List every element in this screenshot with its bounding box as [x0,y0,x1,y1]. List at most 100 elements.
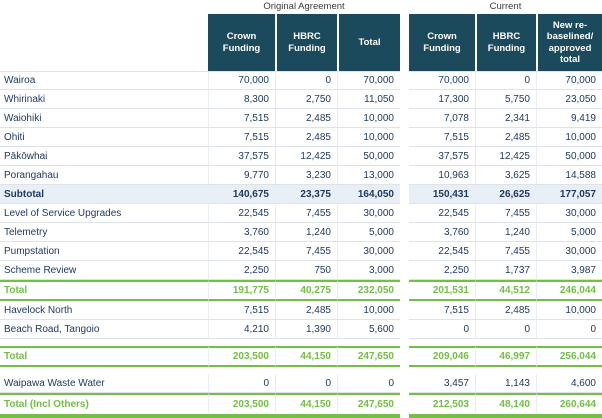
group-title-current: Current [409,0,602,14]
row-label: Beach Road, Tangoio [0,320,208,339]
table-cell: 0 [475,320,536,339]
blank-row [0,367,602,374]
table-cell: 1,737 [475,261,536,280]
green-bar-right [409,414,602,418]
row-label: Pākōwhai [0,147,208,166]
group-gap [400,320,409,339]
table-cell: 1,240 [275,223,337,242]
group-gap [400,393,409,413]
table-cell: 2,250 [409,261,475,280]
table-cell: 246,044 [536,280,602,301]
table-cell: 12,425 [275,147,337,166]
corner-spacer [0,0,208,14]
table-row: Beach Road, Tangoio4,2101,3905,600000 [0,320,602,339]
group-gap [400,0,409,14]
table-cell: 150,431 [409,185,475,204]
table-cell: 247,650 [337,346,400,367]
table-cell: 3,230 [275,166,337,185]
table-cell: 37,575 [208,147,275,166]
table-cell: 7,455 [475,204,536,223]
table-row: Havelock North7,5152,48510,0007,5152,485… [0,301,602,320]
table-row: Waipawa Waste Water0003,4571,1434,600 [0,374,602,393]
table-row: Pākōwhai37,57512,42550,00037,57512,42550… [0,147,602,166]
table-cell: 7,515 [409,301,475,320]
row-label: Waiohiki [0,109,208,128]
table-cell: 4,600 [536,374,602,393]
row-label: Porangahau [0,166,208,185]
table-row: Subtotal140,67523,375164,050150,43126,62… [0,185,602,204]
column-header: Total [337,14,400,71]
table-row: Scheme Review2,2507503,0002,2501,7373,98… [0,261,602,280]
table-cell: 37,575 [409,147,475,166]
group-gap [400,261,409,280]
row-label: Waipawa Waste Water [0,374,208,393]
table-cell: 70,000 [337,71,400,90]
table-row: Total (Incl Others)203,50044,150247,6502… [0,393,602,413]
table-cell: 48,140 [475,393,536,413]
table-cell: 1,390 [275,320,337,339]
table-cell: 23,050 [536,90,602,109]
table-cell: 3,760 [409,223,475,242]
table-cell: 46,997 [475,346,536,367]
table-cell: 3,987 [536,261,602,280]
group-title-original: Original Agreement [208,0,400,14]
table-cell: 26,625 [475,185,536,204]
group-gap [400,90,409,109]
table-row: Total203,50044,150247,650209,04646,99725… [0,346,602,367]
table-cell: 7,515 [208,301,275,320]
group-gap [400,374,409,393]
group-gap [400,14,409,71]
group-gap [400,71,409,90]
table-row: Telemetry3,7601,2405,0003,7601,2405,000 [0,223,602,242]
table-cell: 10,000 [337,128,400,147]
table-cell: 0 [536,320,602,339]
table-cell: 164,050 [337,185,400,204]
table-cell: 7,455 [275,242,337,261]
table-cell: 1,143 [475,374,536,393]
table-row: Wairoa70,000070,00070,000070,000 [0,71,602,90]
table-cell: 10,000 [536,301,602,320]
row-label: Total [0,346,208,367]
table-cell: 9,419 [536,109,602,128]
row-label: Ohiti [0,128,208,147]
blank-cell [0,367,602,374]
table-cell: 10,000 [337,301,400,320]
group-gap [400,185,409,204]
table-cell: 4,210 [208,320,275,339]
table-row: Level of Service Upgrades22,5457,45530,0… [0,204,602,223]
table-cell: 70,000 [409,71,475,90]
column-header-row: Crown FundingHBRC FundingTotalCrown Fund… [0,14,602,71]
table-cell: 22,545 [409,204,475,223]
table-cell: 30,000 [536,242,602,261]
row-label: Total (Incl Others) [0,393,208,413]
table-cell: 5,000 [337,223,400,242]
table-cell: 50,000 [337,147,400,166]
table-cell: 0 [475,71,536,90]
table-cell: 2,341 [475,109,536,128]
table-cell: 50,000 [536,147,602,166]
table-cell: 10,963 [409,166,475,185]
table-row: Ohiti7,5152,48510,0007,5152,48510,000 [0,128,602,147]
column-header: New re-baselined/ approved total [536,14,602,71]
table-cell: 13,000 [337,166,400,185]
table-row: Whirinaki8,3002,75011,05017,3005,75023,0… [0,90,602,109]
table-cell: 2,750 [275,90,337,109]
table-cell: 23,375 [275,185,337,204]
column-header: Crown Funding [409,14,475,71]
table-cell: 7,078 [409,109,475,128]
corner-spacer [0,14,208,71]
table-cell: 5,750 [475,90,536,109]
table-cell: 30,000 [536,204,602,223]
column-header: Crown Funding [208,14,275,71]
blank-row [0,339,602,346]
table-cell: 3,625 [475,166,536,185]
table-cell: 22,545 [409,242,475,261]
table-cell: 17,300 [409,90,475,109]
group-gap [400,346,409,367]
table-cell: 22,545 [208,204,275,223]
group-gap [400,223,409,242]
group-gap [400,109,409,128]
table-cell: 7,515 [409,128,475,147]
table-row: Total191,77540,275232,050201,53144,51224… [0,280,602,301]
row-label: Wairoa [0,71,208,90]
